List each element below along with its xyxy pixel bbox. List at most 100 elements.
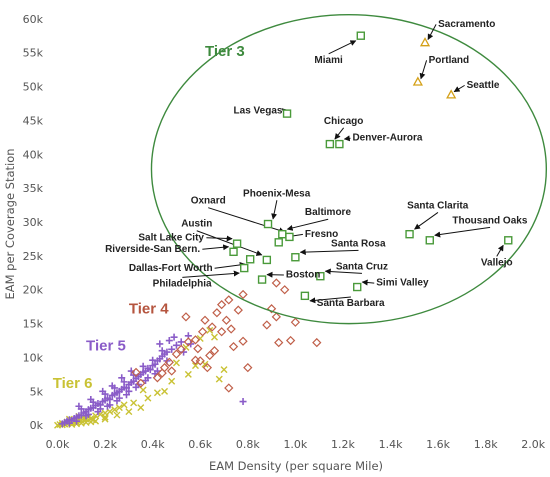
tier4-point [226, 324, 236, 334]
tier3-ellipse [150, 14, 548, 325]
y-tick-label: 0k [30, 419, 44, 432]
tier5-point [180, 348, 188, 356]
y-tick-label: 25k [23, 250, 44, 263]
tier4-point [221, 315, 232, 325]
tier4-point [280, 285, 290, 295]
city-label: Baltimore [305, 207, 352, 218]
y-tick-label: 20k [23, 284, 44, 297]
y-tick-label: 50k [23, 81, 44, 94]
tier5-point [158, 347, 166, 355]
annotation-arrow [328, 40, 357, 55]
tier6-point [120, 401, 128, 409]
annotation-arrow [309, 296, 351, 304]
y-tick-label: 55k [23, 47, 44, 60]
tier6-point [206, 326, 214, 334]
city-label: Santa Clarita [407, 200, 469, 211]
annotation-arrow [334, 127, 345, 140]
tier4-point [238, 289, 248, 300]
tier6-point [125, 408, 133, 416]
x-tick-label: 1.6k [426, 438, 450, 451]
annotation-arrow [286, 218, 329, 231]
tier3-point [316, 271, 325, 281]
y-axis: 0k 5k 10k 15k 20k 25k 30k 35k 40k 45k 50k 55k 60k [23, 13, 44, 432]
tier3-point [229, 247, 238, 257]
tier-label: Tier 5 [86, 338, 126, 355]
tier-label: Tier 3 [205, 43, 245, 60]
tier4-point [262, 320, 272, 330]
tier4-point [164, 357, 174, 367]
city-label: Thousand Oaks [452, 215, 527, 226]
x-tick-label: 0.8k [236, 438, 260, 451]
tier4-point [216, 299, 227, 310]
annotation-arrow [453, 84, 465, 93]
annotation-arrow [271, 200, 278, 220]
tier4-point [233, 305, 243, 315]
tier3-point [262, 255, 272, 265]
tier4-point [152, 373, 163, 383]
tier3-point [257, 275, 267, 284]
tier3-point [405, 229, 414, 239]
annotation-arrow [414, 212, 439, 230]
x-tick-label: 0.2k [93, 438, 117, 451]
tier5-point [149, 356, 157, 364]
tier5-point [120, 378, 128, 386]
tier5-point [118, 374, 126, 382]
x-tick-label: 1.0k [283, 438, 307, 451]
tier5-point [122, 391, 130, 399]
city-label: Fresno [305, 229, 338, 240]
x-axis-title: EAM Density (per square Mile) [209, 459, 383, 473]
tier4-point [285, 335, 296, 346]
annotation-arrow [361, 279, 375, 286]
tier4-point [238, 336, 248, 346]
tier6-point [89, 416, 97, 424]
tier4-point [209, 346, 220, 356]
tier6-point [139, 386, 147, 394]
annotation-arrow [196, 230, 263, 256]
tier3-point [291, 253, 300, 262]
tier4-point [266, 304, 277, 314]
city-label: Sacramento [438, 19, 495, 30]
tier6-point [101, 413, 109, 421]
city-label: Chicago [324, 116, 363, 127]
tier4-point [136, 378, 146, 388]
tier5-point [146, 366, 154, 374]
tier2-point [419, 37, 431, 47]
y-tick-label: 10k [23, 351, 44, 364]
tier4-point [195, 356, 205, 366]
tier6-point [215, 375, 223, 383]
annotation-arrow [427, 24, 437, 41]
city-label: Philadelphia [153, 278, 212, 289]
tier6-point [115, 404, 123, 412]
tier6-point [137, 404, 145, 412]
tier4-point [207, 322, 217, 332]
tier6-point [111, 406, 119, 414]
annotation-arrow [299, 249, 359, 256]
annotation-arrow [343, 135, 351, 142]
annotation-arrow [182, 270, 240, 278]
x-axis: 0.0k 0.2k 0.4k 0.6k 0.8k 1.0k 1.2k 1.4k 1.6k 1.8k… [46, 438, 546, 451]
city-label: Santa Rosa [331, 238, 386, 249]
y-tick-label: 60k [23, 13, 44, 26]
tier5-point [75, 402, 83, 410]
tier5-point [139, 362, 147, 370]
tier4-point [183, 337, 193, 347]
tier3-point [335, 139, 344, 149]
city-label: Seattle [467, 80, 500, 91]
city-label: Las Vegas [234, 106, 283, 117]
tier4-point [290, 317, 301, 327]
city-labels: Miami Las Vegas Chicago Denver-Aurora Phoeni… [105, 19, 528, 309]
tier4-point [224, 295, 234, 305]
tier5-point [65, 419, 73, 427]
tier5-point [130, 371, 138, 379]
tier6-point [211, 333, 218, 341]
annotation-arrow [208, 207, 286, 234]
annotation-arrow [496, 244, 504, 257]
x-tick-label: 1.4k [379, 438, 403, 451]
tier6-point [220, 366, 228, 374]
tier5-point [108, 382, 116, 390]
tier5-point [168, 345, 176, 353]
tier4-point [176, 344, 186, 355]
annotation-arrow [202, 244, 230, 251]
tier6-point [184, 370, 192, 378]
